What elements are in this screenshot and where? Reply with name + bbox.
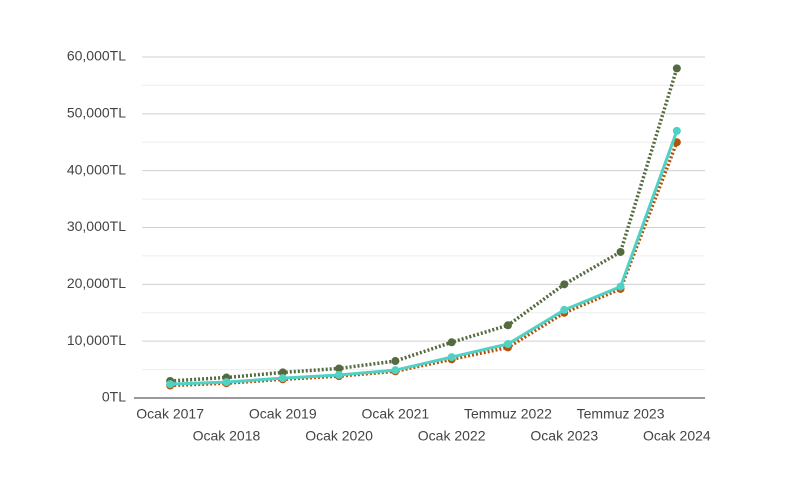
series-line (170, 67, 679, 383)
y-tick-label: 30,000TL (67, 218, 126, 234)
x-tick-label: Temmuz 2022 (464, 406, 552, 422)
x-tick-label: Temmuz 2023 (577, 406, 665, 422)
point (447, 338, 456, 347)
point (391, 357, 400, 366)
series-line (170, 130, 679, 386)
x-tick-label: Ocak 2021 (361, 406, 429, 422)
series-line (170, 141, 679, 388)
point (166, 380, 175, 389)
point (672, 64, 681, 73)
y-tick-label: 40,000TL (67, 161, 126, 177)
y-tick-label: 10,000TL (67, 332, 126, 348)
point (616, 247, 625, 256)
point (503, 321, 512, 330)
point (222, 378, 231, 387)
x-tick-label: Ocak 2022 (418, 428, 486, 444)
point (335, 364, 344, 373)
x-tick-label: Ocak 2020 (305, 428, 373, 444)
y-tick-label: 0TL (102, 389, 126, 405)
point (616, 282, 625, 291)
point (672, 126, 681, 135)
point (391, 366, 400, 375)
x-tick-label: Ocak 2017 (136, 406, 204, 422)
x-tick-label: Ocak 2023 (530, 428, 598, 444)
point (560, 305, 569, 314)
x-tick-label: Ocak 2024 (643, 428, 711, 444)
point (447, 353, 456, 362)
point (503, 340, 512, 349)
y-tick-label: 20,000TL (67, 275, 126, 291)
x-tick-label: Ocak 2018 (193, 428, 261, 444)
point (560, 280, 569, 289)
point (335, 370, 344, 379)
y-tick-label: 50,000TL (67, 105, 126, 121)
point (278, 374, 287, 383)
x-tick-label: Ocak 2019 (249, 406, 317, 422)
point (278, 368, 287, 377)
y-tick-label: 60,000TL (67, 48, 126, 64)
